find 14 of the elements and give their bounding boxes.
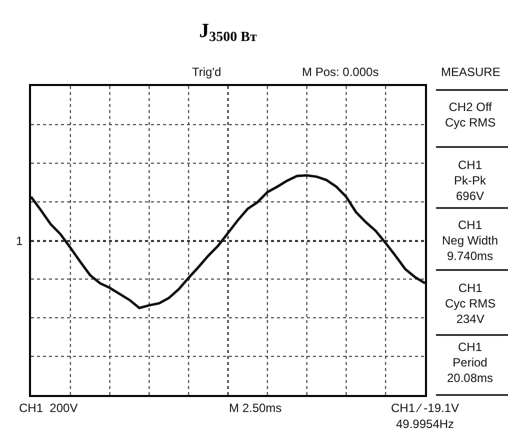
text: CH1 200V xyxy=(19,401,78,415)
text: CH2 Off Cyc RMS xyxy=(445,100,496,130)
text: 49.9954Hz xyxy=(396,417,454,431)
text: MEASURE xyxy=(441,65,500,79)
text: Trig'd xyxy=(192,65,222,79)
chart-title: J$_{3500 Вт}$ xyxy=(199,20,257,46)
text: CH1 Cyc RMS 234V xyxy=(445,281,496,326)
text: CH1 Period 20.08ms xyxy=(447,340,494,386)
text: CH1 Pk-Pk 696V xyxy=(454,158,488,204)
text: CH1 ∕ -19.1V xyxy=(391,401,460,415)
text: CH1 Neg Width 9.740ms xyxy=(442,218,498,264)
text: 1 xyxy=(16,234,23,248)
text: M 2.50ms xyxy=(229,401,282,415)
text: M Pos: 0.000s xyxy=(302,65,379,79)
